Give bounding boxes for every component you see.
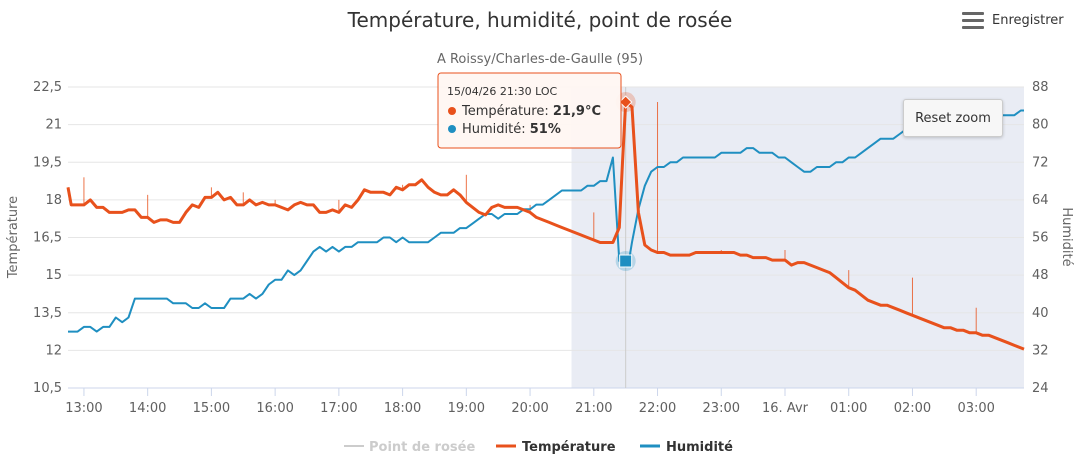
- tooltip-box: [437, 72, 622, 149]
- tooltip-temp-label: Température:: [461, 104, 553, 119]
- x-tick-label: 22:00: [639, 401, 676, 416]
- x-tick-label: 23:00: [703, 401, 740, 416]
- export-menu-label: Enregistrer: [992, 13, 1064, 28]
- y-right-tick-label: 72: [1032, 155, 1049, 170]
- x-tick-label: 01:00: [830, 401, 867, 416]
- tooltip-hum-dot: [448, 125, 456, 133]
- y-left-tick-label: 22,5: [33, 80, 62, 95]
- x-tick-label: 19:00: [448, 401, 485, 416]
- x-tick-label: 20:00: [511, 401, 548, 416]
- legend-item-temperature[interactable]: Température: [496, 440, 616, 455]
- x-tick-label: 16:00: [256, 401, 293, 416]
- tooltip-temp-dot: [448, 107, 456, 115]
- y-left-tick-label: 18: [45, 193, 62, 208]
- y-right-tick-label: 48: [1032, 268, 1049, 283]
- y-left-tick-label: 19,5: [33, 155, 62, 170]
- legend-humidity-label: Humidité: [666, 440, 733, 455]
- x-tick-label: 13:00: [65, 401, 102, 416]
- tooltip: 15/04/26 21:30 LOC Température: 21,9°C H…: [437, 72, 622, 149]
- x-tick-label: 15:00: [193, 401, 230, 416]
- chart-subtitle: A Roissy/Charles-de-Gaulle (95): [437, 52, 643, 67]
- reset-zoom-button[interactable]: Reset zoom: [903, 99, 1003, 137]
- x-tick-label: 18:00: [384, 401, 421, 416]
- tooltip-hum-line: Humidité: 51%: [462, 122, 561, 137]
- y-left-tick-label: 16,5: [33, 231, 62, 246]
- x-tick-label: 14:00: [129, 401, 166, 416]
- y-right-tick-label: 32: [1032, 343, 1049, 358]
- temperature-line: [66, 100, 1025, 351]
- legend-item-dew-point[interactable]: Point de rosée: [344, 440, 475, 455]
- y-axis-right-title: Humidité: [1059, 207, 1074, 266]
- y-left-tick-label: 15: [45, 268, 62, 283]
- y-left-tick-label: 21: [45, 118, 62, 133]
- legend: Point de rosée Température Humidité: [344, 440, 733, 455]
- tooltip-hum-value: 51%: [530, 122, 561, 137]
- hamburger-icon: [962, 12, 984, 29]
- temperature-hover-marker: [618, 95, 633, 109]
- y-left-tick-label: 10,5: [33, 381, 62, 396]
- x-tick-label: 16. Avr: [762, 401, 809, 416]
- tooltip-temp-line: Température: 21,9°C: [461, 104, 601, 119]
- y-left-tick-label: 13,5: [33, 306, 62, 321]
- tooltip-time: 15/04/26 21:30 LOC: [447, 85, 557, 98]
- y-right-tick-label: 24: [1032, 381, 1049, 396]
- y-right-tick-label: 40: [1032, 306, 1049, 321]
- y-left-tick-label: 12: [45, 343, 62, 358]
- y-right-tick-label: 80: [1032, 118, 1049, 133]
- chart-title: Température, humidité, point de rosée: [347, 8, 733, 32]
- x-tick-label: 02:00: [894, 401, 931, 416]
- humidity-hover-marker: [619, 254, 633, 268]
- humidity-line: [68, 109, 1024, 333]
- legend-dew-point-label: Point de rosée: [369, 440, 475, 455]
- y-axis-left-title: Température: [6, 196, 21, 279]
- legend-item-humidity[interactable]: Humidité: [640, 440, 733, 455]
- y-right-tick-label: 88: [1032, 80, 1049, 95]
- y-right-tick-label: 64: [1032, 193, 1049, 208]
- y-right-tick-label: 56: [1032, 231, 1049, 246]
- tooltip-hum-label: Humidité:: [462, 122, 530, 137]
- x-tick-label: 03:00: [957, 401, 994, 416]
- export-menu-button[interactable]: Enregistrer: [962, 12, 1064, 29]
- legend-temperature-label: Température: [522, 440, 616, 455]
- x-tick-label: 17:00: [320, 401, 357, 416]
- x-tick-label: 21:00: [575, 401, 612, 416]
- tooltip-temp-value: 21,9°C: [553, 104, 601, 119]
